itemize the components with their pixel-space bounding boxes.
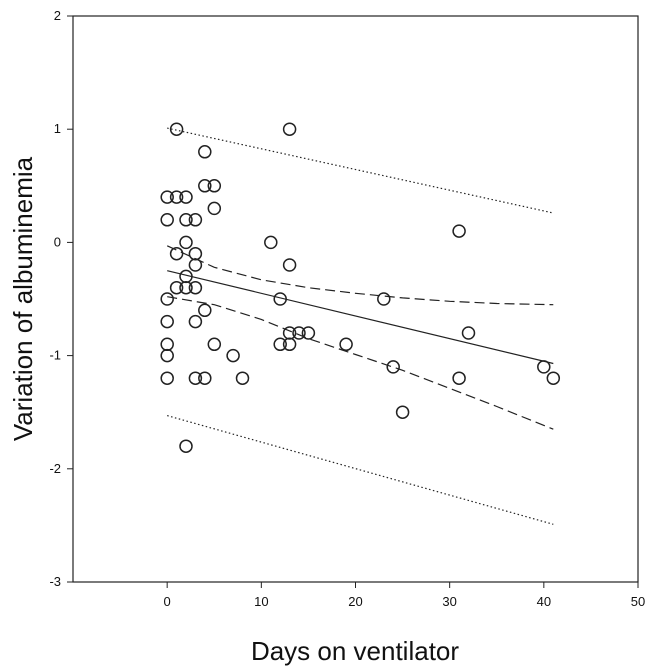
y-tick-label: -1 — [49, 348, 61, 363]
data-point — [179, 235, 193, 250]
data-point — [226, 348, 240, 363]
data-points — [160, 122, 561, 453]
data-point — [169, 246, 184, 261]
data-point — [198, 179, 212, 193]
data-point — [179, 190, 193, 204]
data-point — [461, 326, 476, 340]
data-point — [339, 337, 353, 352]
x-tick-label: 30 — [442, 594, 456, 609]
data-point — [160, 292, 174, 306]
data-point — [282, 122, 297, 136]
fit-lines — [166, 127, 554, 525]
confidence-band-line — [166, 245, 554, 306]
y-axis-label: Variation of albuminemia — [8, 156, 38, 441]
data-point — [282, 258, 297, 272]
y-axis-ticks: -3 -2 -1 0 1 2 — [49, 8, 73, 589]
data-point — [188, 314, 203, 329]
data-point — [377, 292, 391, 306]
data-point — [169, 122, 184, 136]
data-point — [198, 371, 212, 385]
data-point — [292, 326, 306, 340]
data-point — [179, 439, 193, 453]
data-point — [537, 360, 551, 374]
data-point — [452, 224, 466, 238]
data-point — [207, 337, 222, 352]
data-point — [452, 371, 466, 385]
prediction-band-line — [167, 415, 554, 525]
y-tick-label: -3 — [49, 574, 61, 589]
data-point — [179, 213, 193, 227]
y-tick-label: 0 — [54, 234, 61, 249]
data-point — [160, 337, 174, 352]
data-point — [235, 371, 250, 385]
x-tick-label: 10 — [254, 594, 268, 609]
data-point — [188, 280, 203, 295]
x-tick-label: 20 — [348, 594, 362, 609]
data-point — [264, 235, 278, 250]
confidence-band-line — [167, 296, 554, 430]
data-point — [386, 360, 400, 374]
y-tick-label: -2 — [49, 461, 61, 476]
data-point — [160, 213, 174, 227]
prediction-band-line — [167, 127, 554, 214]
x-tick-label: 40 — [537, 594, 551, 609]
data-point — [198, 145, 212, 159]
data-point — [301, 326, 316, 340]
data-point — [395, 405, 410, 419]
data-point — [273, 337, 287, 352]
data-point — [169, 190, 184, 204]
data-point — [198, 303, 212, 318]
data-point — [188, 246, 203, 261]
plot-frame — [72, 15, 639, 583]
x-tick-label: 50 — [631, 594, 645, 609]
data-point — [160, 190, 174, 204]
data-point — [179, 280, 193, 295]
x-axis-label: Days on ventilator — [251, 636, 459, 666]
x-axis-ticks: 0 10 20 30 40 50 — [164, 582, 645, 609]
x-tick-label: 0 — [164, 594, 171, 609]
data-point — [273, 292, 287, 306]
data-point — [188, 213, 203, 227]
data-point — [188, 371, 203, 385]
data-point — [188, 258, 203, 272]
data-point — [169, 280, 184, 295]
y-tick-label: 2 — [54, 8, 61, 23]
data-point — [160, 371, 174, 385]
data-point — [282, 337, 297, 352]
y-tick-label: 1 — [54, 121, 61, 136]
data-point — [207, 201, 222, 216]
data-point — [160, 348, 174, 363]
data-point — [207, 179, 222, 193]
data-point — [160, 314, 174, 329]
data-point — [546, 371, 561, 385]
regression-line — [167, 270, 554, 365]
